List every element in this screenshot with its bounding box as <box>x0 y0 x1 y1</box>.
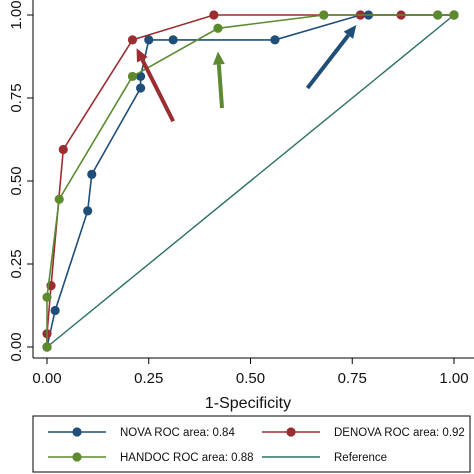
x-tick-label: 0.50 <box>236 370 265 387</box>
data-point <box>433 10 443 20</box>
data-point <box>58 144 68 155</box>
reference-layer <box>46 14 455 348</box>
legend-swatch-marker <box>72 452 82 462</box>
legend-box <box>32 415 471 473</box>
data-point <box>270 35 280 45</box>
series-line <box>46 14 455 348</box>
x-tick-label: 0.00 <box>32 370 61 387</box>
data-point <box>449 10 459 20</box>
annotation-arrow <box>212 51 225 109</box>
data-point <box>54 194 64 204</box>
y-tick-label: 0.75 <box>8 83 25 112</box>
axes <box>32 0 474 359</box>
data-point <box>136 71 146 82</box>
series-layer <box>42 10 459 352</box>
y-ticks: 0.00 0.25 0.50 0.75 1.00 <box>8 0 33 362</box>
legend-item-denova-roc-area-0-92: DENOVA ROC area: 0.92 <box>262 427 465 439</box>
series-handoc-roc-area-0-88 <box>42 10 459 352</box>
data-point <box>213 23 223 33</box>
legend-label: DENOVA ROC area: 0.92 <box>334 427 465 439</box>
arrow-layer <box>136 24 357 123</box>
annotation-arrow <box>305 24 357 90</box>
y-tick-label: 0.50 <box>8 166 25 195</box>
x-ticks: 0.00 0.25 0.50 0.75 1.00 <box>32 358 469 387</box>
data-point <box>319 10 329 20</box>
x-axis-title: 1-Specificity <box>205 395 291 412</box>
x-tick-label: 1.00 <box>439 370 468 387</box>
legend-item-nova-roc-area-0-84: NOVA ROC area: 0.84 <box>48 427 235 439</box>
y-tick-label: 0.00 <box>8 332 25 361</box>
legend-swatch-marker <box>72 427 82 437</box>
data-point <box>42 292 52 302</box>
annotation-arrow <box>136 48 175 123</box>
series-line <box>46 14 454 347</box>
legend-label: HANDOC ROC area: 0.88 <box>120 452 254 464</box>
arrow-shaft <box>140 58 175 123</box>
data-point <box>127 71 138 82</box>
arrow-head <box>343 24 357 39</box>
arrow-head <box>212 51 225 65</box>
data-point <box>50 305 60 316</box>
legend-swatch-marker <box>286 427 296 437</box>
arrow-shaft <box>305 34 350 90</box>
legend-label: NOVA ROC area: 0.84 <box>120 427 235 439</box>
data-point <box>42 342 52 352</box>
legend-item-reference: Reference <box>262 452 387 464</box>
data-point <box>168 35 178 45</box>
data-point <box>83 206 93 216</box>
y-tick-label: 1.00 <box>8 0 25 29</box>
x-tick-label: 0.75 <box>338 370 367 387</box>
data-point <box>144 35 154 45</box>
data-point <box>136 83 146 93</box>
legend-label: Reference <box>334 452 387 464</box>
y-tick-label: 0.25 <box>8 249 25 278</box>
data-point <box>127 35 138 45</box>
legend: NOVA ROC area: 0.84 DENOVA ROC area: 0.92… <box>32 415 471 473</box>
arrow-shaft <box>216 64 225 109</box>
arrow-head <box>136 48 148 63</box>
x-tick-label: 0.25 <box>134 370 163 387</box>
legend-item-handoc-roc-area-0-88: HANDOC ROC area: 0.88 <box>48 452 254 464</box>
legend-items: NOVA ROC area: 0.84 DENOVA ROC area: 0.92… <box>48 427 465 464</box>
data-point <box>87 169 97 179</box>
series-reference <box>46 14 455 348</box>
data-point <box>209 10 219 20</box>
